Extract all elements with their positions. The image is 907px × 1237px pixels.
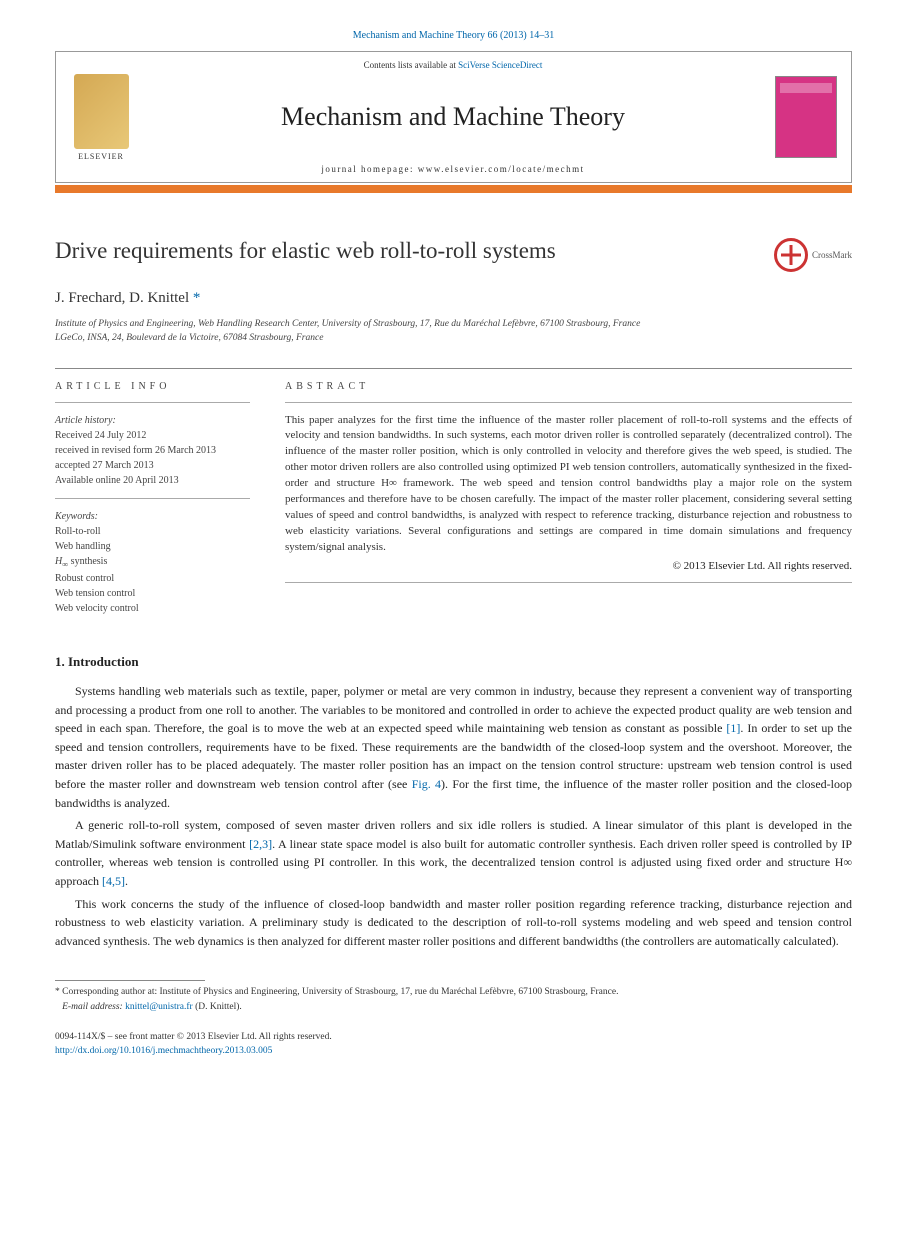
- email-label: E-mail address:: [62, 1002, 125, 1012]
- crossmark-badge[interactable]: CrossMark: [774, 238, 852, 272]
- abstract-sep: [285, 402, 852, 403]
- journal-cover: [760, 52, 851, 182]
- top-reference: Mechanism and Machine Theory 66 (2013) 1…: [55, 30, 852, 41]
- abstract-column: ABSTRACT This paper analyzes for the fir…: [285, 381, 852, 616]
- article-info-heading: ARTICLE INFO: [55, 381, 250, 392]
- accent-bar: [55, 185, 852, 193]
- body-paragraph: A generic roll-to-roll system, composed …: [55, 816, 852, 890]
- homepage-url: www.elsevier.com/locate/mechmt: [418, 164, 585, 174]
- bottom-meta: 0094-114X/$ – see front matter © 2013 El…: [55, 1030, 852, 1059]
- contents-line: Contents lists available at SciVerse Sci…: [156, 60, 750, 70]
- keyword: H∞ synthesis: [55, 554, 250, 571]
- history-label: Article history:: [55, 413, 250, 428]
- info-sep: [55, 498, 250, 499]
- keywords-block: Keywords: Roll-to-roll Web handling H∞ s…: [55, 509, 250, 616]
- info-abstract-row: ARTICLE INFO Article history: Received 2…: [55, 381, 852, 616]
- history-line: accepted 27 March 2013: [55, 458, 250, 473]
- footnote-text: Corresponding author at: Institute of Ph…: [62, 987, 618, 997]
- corresponding-symbol: *: [193, 290, 201, 306]
- email-tail: (D. Knittel).: [193, 1002, 242, 1012]
- abstract-text: This paper analyzes for the first time t…: [285, 413, 852, 556]
- authors: J. Frechard, D. Knittel *: [55, 290, 852, 307]
- affiliation-line: LGeCo, INSA, 24, Boulevard de la Victoir…: [55, 331, 852, 345]
- keyword: Web velocity control: [55, 601, 250, 616]
- section-heading: 1. Introduction: [55, 654, 852, 670]
- keywords-label: Keywords:: [55, 509, 250, 524]
- article-title: Drive requirements for elastic web roll-…: [55, 238, 556, 264]
- history-line: Received 24 July 2012: [55, 428, 250, 443]
- history-line: Available online 20 April 2013: [55, 473, 250, 488]
- homepage-prefix: journal homepage:: [321, 164, 417, 174]
- footnote-rule: [55, 980, 205, 981]
- journal-name: Mechanism and Machine Theory: [156, 102, 750, 132]
- p-text: .: [125, 874, 128, 888]
- keyword: Robust control: [55, 571, 250, 586]
- sciencedirect-link[interactable]: SciVerse ScienceDirect: [458, 60, 542, 70]
- author-names: J. Frechard, D. Knittel: [55, 290, 189, 306]
- affiliation-line: Institute of Physics and Engineering, We…: [55, 317, 852, 331]
- cover-thumbnail-icon: [775, 76, 837, 158]
- email-link[interactable]: knittel@unistra.fr: [125, 1002, 193, 1012]
- journal-header: ELSEVIER Contents lists available at Sci…: [55, 51, 852, 183]
- info-sep: [55, 402, 250, 403]
- contents-prefix: Contents lists available at: [364, 60, 458, 70]
- abstract-sep: [285, 582, 852, 583]
- body-paragraph: This work concerns the study of the infl…: [55, 895, 852, 951]
- keyword: Web handling: [55, 539, 250, 554]
- title-row: Drive requirements for elastic web roll-…: [55, 238, 852, 272]
- divider: [55, 368, 852, 369]
- article-history: Article history: Received 24 July 2012 r…: [55, 413, 250, 488]
- keyword: Web tension control: [55, 586, 250, 601]
- footnote-symbol: *: [55, 987, 60, 997]
- body-paragraph: Systems handling web materials such as t…: [55, 682, 852, 812]
- abstract-copyright: © 2013 Elsevier Ltd. All rights reserved…: [285, 560, 852, 572]
- citation-link[interactable]: [2,3]: [249, 837, 272, 851]
- corresponding-footnote: * Corresponding author at: Institute of …: [55, 985, 852, 1014]
- elsevier-tree-icon: [74, 74, 129, 149]
- affiliations: Institute of Physics and Engineering, We…: [55, 317, 852, 346]
- figure-link[interactable]: Fig. 4: [412, 777, 441, 791]
- publisher-logo: ELSEVIER: [56, 52, 146, 182]
- abstract-heading: ABSTRACT: [285, 381, 852, 392]
- crossmark-label: CrossMark: [812, 250, 852, 260]
- issn-line: 0094-114X/$ – see front matter © 2013 El…: [55, 1030, 852, 1044]
- header-center: Contents lists available at SciVerse Sci…: [146, 52, 760, 182]
- keyword: Roll-to-roll: [55, 524, 250, 539]
- citation-link[interactable]: [4,5]: [102, 874, 125, 888]
- crossmark-icon: [774, 238, 808, 272]
- article-info-column: ARTICLE INFO Article history: Received 2…: [55, 381, 250, 616]
- doi-link[interactable]: http://dx.doi.org/10.1016/j.mechmachtheo…: [55, 1046, 272, 1056]
- publisher-name: ELSEVIER: [78, 152, 124, 161]
- page: Mechanism and Machine Theory 66 (2013) 1…: [0, 0, 907, 1098]
- citation-link[interactable]: [1]: [726, 721, 740, 735]
- homepage-line: journal homepage: www.elsevier.com/locat…: [156, 164, 750, 174]
- history-line: received in revised form 26 March 2013: [55, 443, 250, 458]
